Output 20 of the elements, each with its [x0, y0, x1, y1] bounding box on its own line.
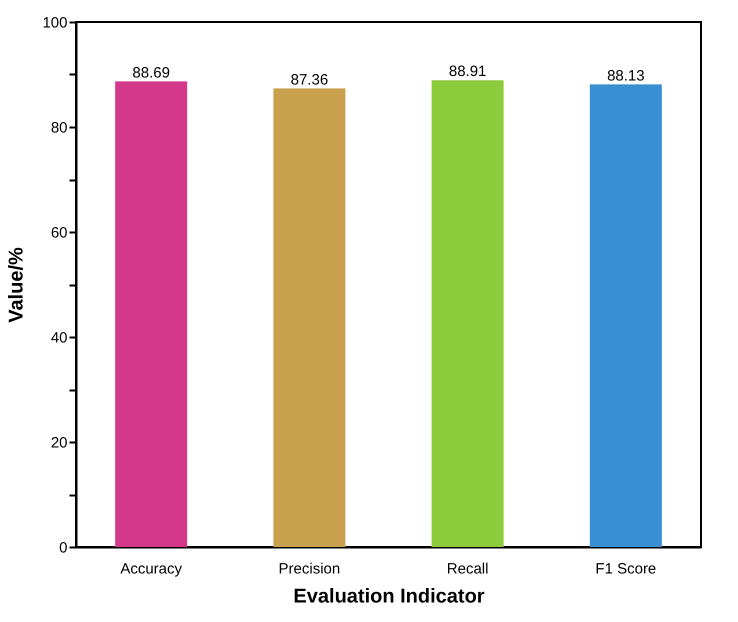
- y-axis-title: Value/%: [5, 246, 28, 323]
- x-tick-label: Accuracy: [120, 560, 182, 578]
- x-tick-label: Precision: [278, 560, 340, 578]
- y-tick-label: 0: [59, 540, 68, 556]
- bar: [432, 80, 504, 547]
- y-tick-label: 40: [50, 330, 68, 346]
- y-tick-label: 100: [42, 14, 68, 32]
- x-axis-title: Evaluation Indicator: [293, 586, 485, 608]
- y-tick-label: 80: [50, 120, 68, 136]
- data-label: 87.36: [290, 71, 328, 88]
- data-label: 88.91: [448, 63, 486, 80]
- x-tick-label: F1 Score: [595, 560, 656, 578]
- data-label: 88.69: [132, 64, 170, 82]
- bar: [115, 81, 188, 547]
- data-label: 88.13: [607, 67, 645, 84]
- y-tick-label: 60: [50, 224, 68, 242]
- y-tick-label: 20: [50, 434, 68, 452]
- bar: [273, 88, 346, 547]
- x-tick-label: Recall: [446, 560, 488, 578]
- bar: [590, 84, 662, 547]
